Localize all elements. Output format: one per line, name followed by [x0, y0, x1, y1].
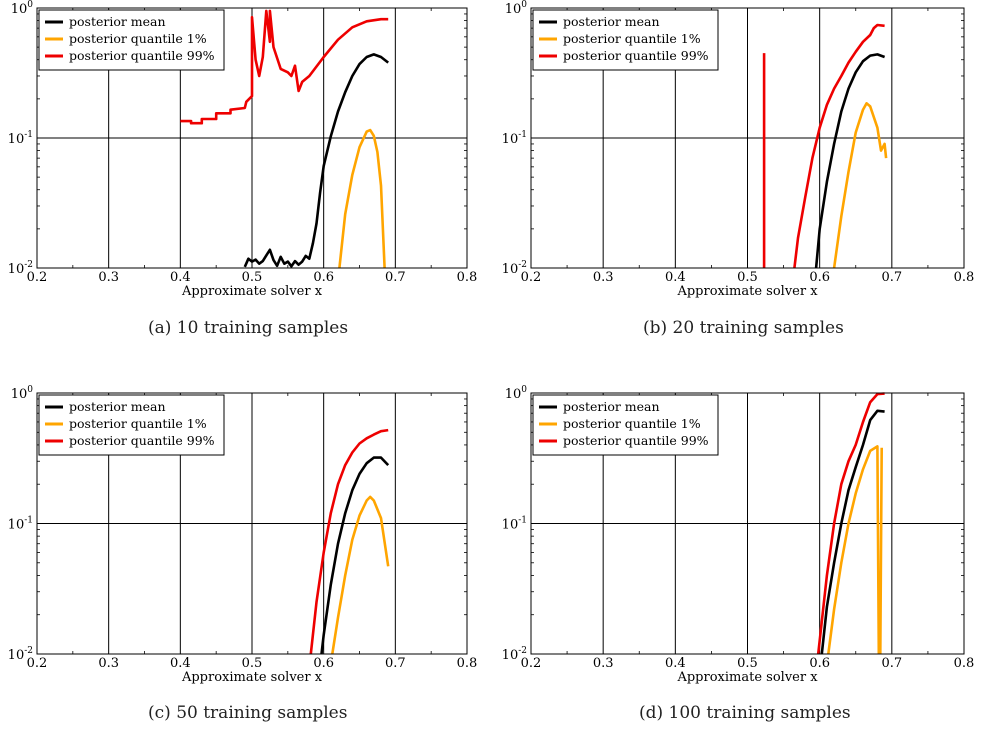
- legend-label: posterior mean: [563, 399, 660, 414]
- y-tick-label: 100: [505, 385, 528, 402]
- series-line-posterior-mean: [245, 54, 388, 267]
- x-axis-label: Approximate solver x: [181, 670, 323, 685]
- x-tick-label: 0.5: [242, 656, 263, 671]
- chart-svg: 0.2 0.3 0.4 0.5 0.6 0.7 0.8 Approximate solver …: [0, 0, 491, 346]
- legend-label: posterior quantile 99%: [563, 48, 709, 63]
- legend-label: posterior mean: [69, 14, 166, 29]
- x-tick-label: 0.2: [521, 270, 542, 285]
- caption-a: (a) 10 training samples: [148, 318, 348, 338]
- panel-a: 0.2 0.3 0.4 0.5 0.6 0.7 0.8 Approximate solver …: [0, 0, 491, 346]
- chart-svg: 0.2 0.3 0.4 0.5 0.6 0.7 0.8 Approximate solver …: [0, 384, 491, 732]
- legend-label: posterior quantile 99%: [563, 433, 709, 448]
- x-tick-label: 0.3: [593, 656, 614, 671]
- legend-label: posterior mean: [69, 399, 166, 414]
- chart-svg: 0.2 0.3 0.4 0.5 0.6 0.7 0.8 Approximate solver …: [491, 384, 983, 732]
- x-tick-label: 0.6: [313, 270, 334, 285]
- x-tick-label: 0.8: [954, 656, 975, 671]
- x-axis-label: Approximate solver x: [181, 284, 323, 299]
- y-tick-label: 10-1: [8, 516, 33, 533]
- x-tick-label: 0.4: [665, 270, 686, 285]
- y-tick-label: 10-1: [502, 516, 527, 533]
- x-tick-label: 0.7: [385, 270, 406, 285]
- legend: posterior mean posterior quantile 1% poste…: [39, 10, 224, 70]
- y-tick-label: 100: [505, 0, 528, 17]
- x-tick-label: 0.2: [27, 270, 48, 285]
- x-tick-label: 0.5: [737, 656, 758, 671]
- y-tick-label: 100: [11, 0, 34, 17]
- x-tick-label: 0.6: [313, 656, 334, 671]
- x-tick-label: 0.5: [737, 270, 758, 285]
- x-tick-label: 0.8: [457, 656, 478, 671]
- caption-c: (c) 50 training samples: [148, 703, 347, 723]
- x-tick-label: 0.3: [98, 270, 119, 285]
- x-tick-label: 0.4: [170, 270, 191, 285]
- x-tick-label: 0.4: [170, 656, 191, 671]
- legend-label: posterior quantile 1%: [69, 416, 207, 431]
- legend: posterior mean posterior quantile 1% poste…: [533, 395, 718, 455]
- legend-label: posterior quantile 1%: [563, 31, 701, 46]
- x-tick-label: 0.2: [521, 656, 542, 671]
- x-tick-label: 0.6: [809, 270, 830, 285]
- series-line-posterior-quantile-99-: [311, 430, 388, 654]
- legend: posterior mean posterior quantile 1% poste…: [533, 10, 718, 70]
- legend-label: posterior mean: [563, 14, 660, 29]
- legend-label: posterior quantile 99%: [69, 433, 215, 448]
- x-tick-label: 0.7: [881, 270, 902, 285]
- caption-b: (b) 20 training samples: [643, 318, 844, 338]
- legend-label: posterior quantile 1%: [69, 31, 207, 46]
- x-tick-label: 0.2: [27, 656, 48, 671]
- panel-b: 0.2 0.3 0.4 0.5 0.6 0.7 0.8 Approximate solver …: [491, 0, 983, 346]
- x-axis-label: Approximate solver x: [676, 670, 818, 685]
- x-tick-label: 0.3: [98, 656, 119, 671]
- x-tick-label: 0.7: [881, 656, 902, 671]
- x-axis-label: Approximate solver x: [676, 284, 818, 299]
- legend-label: posterior quantile 99%: [69, 48, 215, 63]
- legend: posterior mean posterior quantile 1% poste…: [39, 395, 224, 455]
- x-tick-label: 0.3: [593, 270, 614, 285]
- x-tick-label: 0.8: [954, 270, 975, 285]
- x-tick-label: 0.5: [242, 270, 263, 285]
- series-line-posterior-quantile-1-: [332, 497, 388, 654]
- series-line-posterior-quantile-1-: [339, 130, 384, 268]
- x-tick-label: 0.8: [457, 270, 478, 285]
- y-tick-label: 10-1: [502, 130, 527, 147]
- caption-d: (d) 100 training samples: [639, 703, 851, 723]
- y-tick-label: 100: [11, 385, 34, 402]
- x-tick-label: 0.6: [809, 656, 830, 671]
- chart-svg: 0.2 0.3 0.4 0.5 0.6 0.7 0.8 Approximate solver …: [491, 0, 983, 346]
- y-tick-label: 10-1: [8, 130, 33, 147]
- x-tick-label: 0.4: [665, 656, 686, 671]
- legend-label: posterior quantile 1%: [563, 416, 701, 431]
- panel-c: 0.2 0.3 0.4 0.5 0.6 0.7 0.8 Approximate solver …: [0, 384, 491, 732]
- x-tick-label: 0.7: [385, 656, 406, 671]
- series-line-posterior-quantile-1-: [834, 103, 886, 268]
- series-line-posterior-mean: [322, 458, 389, 654]
- panel-d: 0.2 0.3 0.4 0.5 0.6 0.7 0.8 Approximate solver …: [491, 384, 983, 732]
